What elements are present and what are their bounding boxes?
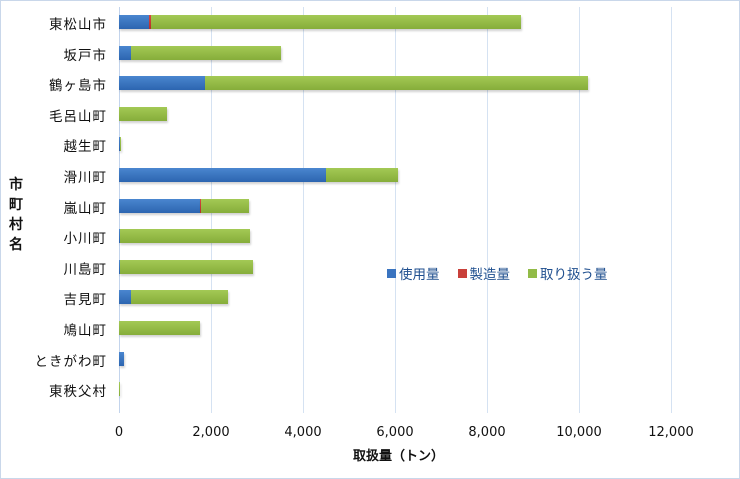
- bar-row: [119, 137, 121, 152]
- bar-segment-use[interactable]: [119, 76, 206, 91]
- category-label: 東松山市: [49, 17, 107, 33]
- bar-segment-use[interactable]: [119, 259, 121, 274]
- legend-swatch-handle: [528, 268, 537, 278]
- bar-row: [119, 45, 281, 60]
- bar-segment-handle[interactable]: [205, 76, 589, 91]
- bar-segment-handle[interactable]: [119, 321, 200, 335]
- bar-row: [119, 168, 398, 182]
- category-label: 鳩山町: [63, 323, 107, 339]
- legend-label-use: 使用量: [399, 267, 440, 283]
- category-label: ときがわ町: [34, 353, 107, 370]
- category-label: 嵐山町: [63, 200, 107, 217]
- bar-segment-use[interactable]: [119, 198, 200, 213]
- bar-segment-handle[interactable]: [119, 106, 167, 121]
- gridline: [303, 7, 304, 413]
- bar-segment-use[interactable]: [119, 45, 131, 60]
- legend-label-make: 製造量: [469, 267, 511, 283]
- bar-row: [119, 382, 120, 397]
- category-label: 吉見町: [63, 292, 107, 309]
- bar-segment-use[interactable]: [119, 229, 121, 244]
- category-label: 坂戸市: [63, 47, 107, 64]
- bar-row: [119, 106, 167, 121]
- gridline: [395, 7, 396, 413]
- legend-label-handle: 取り扱う量: [540, 267, 608, 283]
- bar-segment-handle[interactable]: [130, 290, 229, 305]
- legend-item-make[interactable]: 製造量: [457, 263, 511, 283]
- bar-segment-use[interactable]: [119, 15, 149, 29]
- category-label: 鶴ヶ島市: [49, 78, 107, 95]
- bar-segment-handle[interactable]: [325, 168, 398, 182]
- bar-segment-make[interactable]: [148, 15, 151, 29]
- bar-segment-handle[interactable]: [119, 382, 120, 397]
- bar-segment-use[interactable]: [119, 351, 124, 366]
- category-label: 毛呂山町: [49, 108, 107, 125]
- plot-area: [119, 7, 719, 413]
- x-tick-label: 0: [114, 425, 124, 440]
- bar-segment-handle[interactable]: [130, 45, 281, 60]
- legend-swatch-use: [387, 268, 396, 278]
- legend-item-handle[interactable]: 取り扱う量: [528, 263, 608, 283]
- bar-row: [119, 229, 250, 244]
- bar-segment-make[interactable]: [199, 198, 201, 213]
- bar-segment-use[interactable]: [119, 168, 326, 182]
- bar-segment-handle[interactable]: [200, 198, 249, 213]
- category-label: 東秩父村: [49, 384, 107, 401]
- x-axis-title: 取扱量（トン）: [353, 449, 445, 464]
- bar-segment-handle[interactable]: [120, 229, 250, 244]
- bar-segment-handle[interactable]: [150, 15, 522, 29]
- bar-row: [119, 259, 253, 274]
- x-tick-label: 2,000: [192, 425, 230, 440]
- x-tick-label: 8,000: [468, 425, 506, 440]
- gridline: [671, 7, 672, 413]
- y-axis-title: 市町村名: [9, 177, 23, 253]
- gridline: [579, 7, 580, 413]
- bar-segment-use[interactable]: [119, 137, 120, 152]
- gridline: [487, 7, 488, 413]
- bar-row: [119, 15, 522, 29]
- bar-segment-handle[interactable]: [120, 259, 253, 274]
- bar-segment-use[interactable]: [119, 290, 131, 305]
- category-label: 小川町: [63, 231, 107, 248]
- category-label: 越生町: [63, 139, 107, 156]
- bar-row: [119, 321, 200, 335]
- bar-segment-handle[interactable]: [120, 137, 121, 152]
- bar-row: [119, 351, 124, 366]
- x-tick-label: 4,000: [284, 425, 322, 440]
- legend-item-use[interactable]: 使用量: [387, 263, 440, 283]
- x-tick-label: 6,000: [376, 425, 414, 440]
- category-label: 川島町: [63, 261, 107, 278]
- legend: 使用量 製造量 取り扱う量: [387, 263, 608, 283]
- category-label: 滑川町: [63, 170, 107, 186]
- bar-row: [119, 198, 249, 213]
- legend-swatch-make: [457, 268, 467, 278]
- bar-row: [119, 76, 589, 91]
- x-tick-label: 10,000: [556, 425, 602, 440]
- x-tick-label: 12,000: [648, 425, 694, 440]
- bar-row: [119, 290, 229, 305]
